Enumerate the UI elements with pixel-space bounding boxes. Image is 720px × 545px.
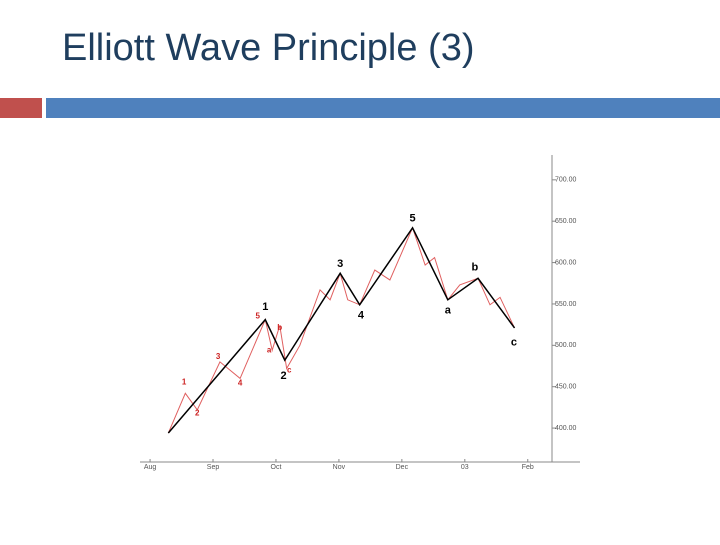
x-tick-label: Dec (396, 464, 409, 471)
x-tick-label: Nov (333, 464, 346, 471)
y-tick-label: 450.00 (555, 384, 577, 391)
wave-label: 2 (195, 408, 200, 417)
header-bar (46, 98, 720, 118)
wave-label: 3 (337, 258, 343, 270)
x-tick-label: Sep (207, 464, 220, 471)
x-tick-label: 03 (461, 464, 469, 471)
wave-label: a (267, 345, 272, 354)
slide-title: Elliott Wave Principle (3) (62, 27, 475, 69)
wave-label: 4 (238, 378, 243, 387)
wave-label: a (445, 304, 452, 316)
wave-label: c (287, 365, 292, 374)
wave-label: 5 (409, 213, 415, 225)
wave-line (167, 226, 516, 434)
wave-label: 1 (182, 378, 187, 387)
wave-label: 4 (358, 309, 365, 321)
wave-label: 1 (262, 301, 268, 313)
wave-line (167, 226, 515, 434)
wave-label: b (277, 323, 282, 332)
x-tick-label: Feb (522, 464, 534, 471)
wave-label: b (472, 261, 479, 273)
y-tick-label: 650.00 (555, 218, 577, 225)
y-tick-label: 400.00 (555, 425, 577, 432)
y-tick-label: 600.00 (555, 259, 577, 266)
y-tick-label: 550.00 (555, 301, 577, 308)
accent-bar (0, 98, 42, 118)
wave-label: 5 (255, 311, 260, 320)
x-tick-label: Oct (271, 464, 282, 471)
y-tick-label: 500.00 (555, 342, 577, 349)
wave-label: 2 (280, 370, 286, 382)
wave-label: c (511, 337, 517, 349)
wave-label: 3 (216, 352, 221, 361)
x-tick-label: Aug (144, 464, 157, 471)
y-tick-label: 700.00 (555, 177, 577, 184)
